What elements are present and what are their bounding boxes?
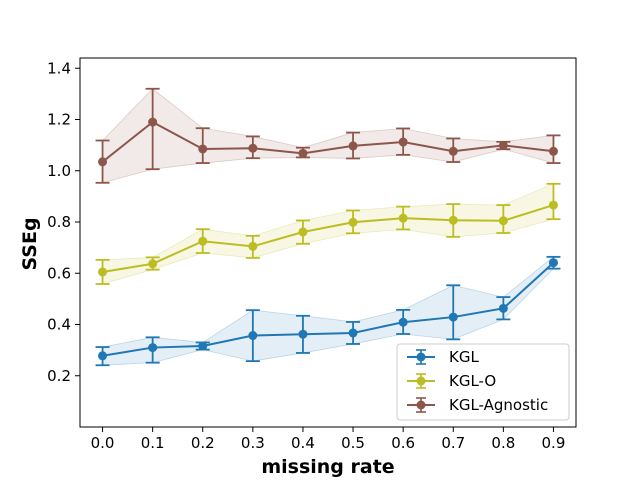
kgl-o-point bbox=[298, 227, 308, 237]
legend-item-kgl-agnostic: KGL-Agnostic bbox=[407, 396, 548, 414]
kgl-errorbar bbox=[446, 284, 461, 341]
kgl-o-point bbox=[248, 241, 258, 251]
kgl-agnostic-line bbox=[101, 120, 554, 163]
data-points bbox=[98, 117, 558, 361]
kgl-o-point bbox=[98, 267, 108, 277]
legend-label: KGL-Agnostic bbox=[449, 396, 548, 414]
kgl-point bbox=[248, 331, 258, 341]
legend-marker bbox=[416, 352, 426, 362]
kgl-o-point bbox=[448, 215, 458, 225]
kgl-agnostic-point bbox=[348, 141, 358, 151]
kgl-o-line bbox=[102, 204, 554, 273]
kgl-o-point bbox=[498, 216, 508, 226]
kgl-agnostic-point bbox=[448, 146, 458, 156]
y-tick-label: 1.4 bbox=[47, 59, 71, 77]
legend-label: KGL-O bbox=[449, 372, 496, 390]
y-tick-label: 1.0 bbox=[47, 162, 71, 180]
x-tick-label: 0.7 bbox=[441, 434, 465, 452]
x-tick-label: 0.3 bbox=[241, 434, 265, 452]
kgl-agnostic-point bbox=[248, 143, 258, 153]
kgl-point bbox=[498, 303, 508, 313]
kgl-agnostic-point bbox=[298, 148, 308, 158]
y-tick-label: 0.6 bbox=[47, 264, 71, 282]
kgl-point bbox=[348, 328, 358, 338]
legend-item-kgl-o: KGL-O bbox=[407, 372, 496, 390]
kgl-agnostic-point bbox=[198, 144, 208, 154]
legend-label: KGL bbox=[449, 348, 479, 366]
kgl-agnostic-errorbar bbox=[145, 87, 160, 171]
x-tick-label: 0.0 bbox=[91, 434, 115, 452]
kgl-point bbox=[548, 258, 558, 268]
kgl-point bbox=[198, 341, 208, 351]
legend-item-kgl: KGL bbox=[407, 348, 479, 366]
y-axis-label: SSEg bbox=[19, 217, 41, 270]
y-tick-label: 0.4 bbox=[47, 316, 71, 334]
kgl-point bbox=[298, 329, 308, 339]
x-axis-label: missing rate bbox=[261, 456, 394, 478]
x-tick-label: 0.9 bbox=[542, 434, 566, 452]
kgl-point bbox=[398, 317, 408, 327]
legend-marker bbox=[416, 400, 426, 410]
x-tick-label: 0.4 bbox=[291, 434, 315, 452]
kgl-agnostic-point bbox=[398, 137, 408, 147]
y-tick-label: 1.2 bbox=[47, 111, 71, 129]
kgl-point bbox=[98, 351, 108, 361]
x-tick-label: 0.1 bbox=[141, 434, 165, 452]
plot-frame bbox=[79, 57, 577, 428]
kgl-o-point bbox=[348, 217, 358, 227]
kgl-agnostic-point bbox=[548, 146, 558, 156]
x-axis-ticks: 0.0 0.1 0.2 0.3 0.4 0.5 0.6 0.7 0.8 0.9 bbox=[91, 427, 566, 452]
legend-box bbox=[396, 343, 570, 421]
kgl-point bbox=[448, 312, 458, 322]
x-tick-label: 0.2 bbox=[191, 434, 215, 452]
kgl-agnostic-band bbox=[102, 88, 554, 184]
kgl-agnostic-point bbox=[98, 157, 108, 167]
kgl-o-point bbox=[398, 213, 408, 223]
kgl-o-band bbox=[102, 183, 554, 285]
x-tick-label: 0.8 bbox=[491, 434, 515, 452]
legend-marker bbox=[416, 376, 426, 386]
kgl-o-point bbox=[148, 259, 158, 269]
kgl-agnostic-point bbox=[498, 140, 508, 150]
y-tick-label: 0.2 bbox=[47, 367, 71, 385]
x-tick-label: 0.6 bbox=[391, 434, 415, 452]
y-axis-ticks: 0.2 0.4 0.6 0.8 1.0 1.2 1.4 bbox=[47, 59, 80, 385]
legend: KGL KGL-O KGL-Agnostic bbox=[396, 343, 570, 421]
x-tick-label: 0.5 bbox=[341, 434, 365, 452]
kgl-point bbox=[148, 343, 158, 353]
kgl-o-point bbox=[198, 236, 208, 246]
y-tick-label: 0.8 bbox=[47, 213, 71, 231]
kgl-agnostic-point bbox=[148, 117, 158, 127]
kgl-line bbox=[102, 262, 555, 357]
kgl-o-point bbox=[548, 200, 558, 210]
series-lines bbox=[101, 120, 555, 357]
